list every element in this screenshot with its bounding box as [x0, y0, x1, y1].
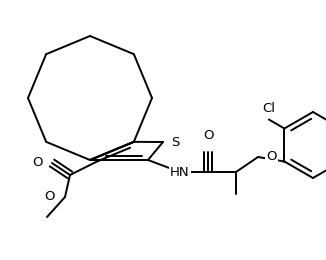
Text: O: O — [203, 129, 213, 142]
Text: HN: HN — [170, 166, 190, 179]
Text: O: O — [45, 191, 55, 204]
Text: O: O — [33, 157, 43, 170]
Text: S: S — [171, 135, 179, 148]
Text: O: O — [266, 151, 276, 164]
Text: Cl: Cl — [262, 101, 275, 114]
